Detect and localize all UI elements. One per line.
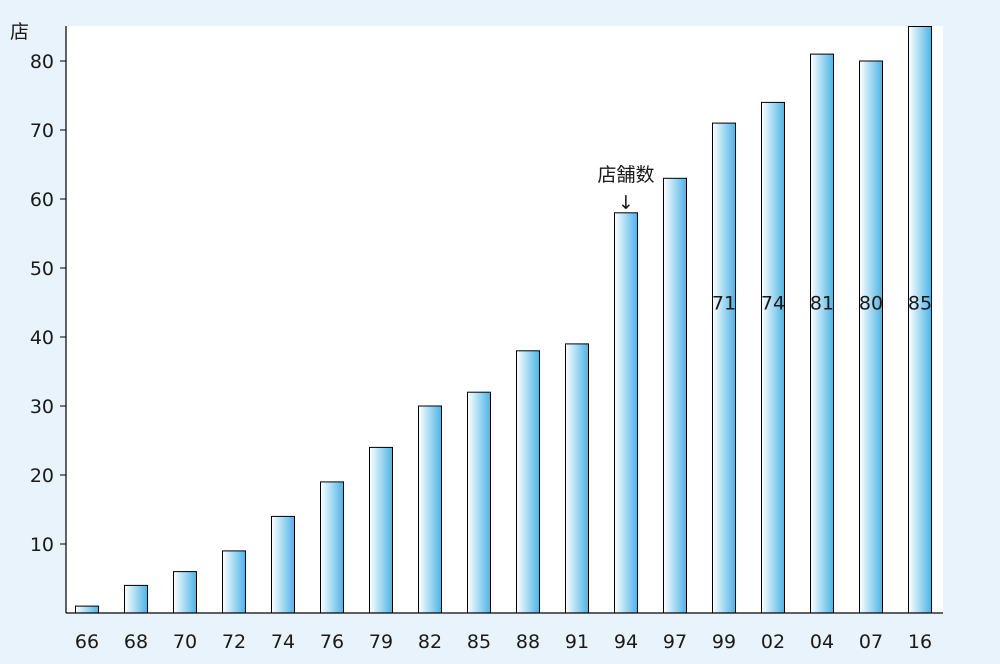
x-tick-label: 91 xyxy=(565,631,589,653)
x-tick-label: 02 xyxy=(761,631,785,653)
x-tick-label: 94 xyxy=(614,631,638,653)
data-label: 74 xyxy=(761,292,785,314)
axes-layer: 10 20 30 40 50 60 70 80 66 68 70 72 74 76 79 82 85 88 91 94… xyxy=(30,26,943,653)
bar xyxy=(614,212,638,614)
x-tick-label: 04 xyxy=(810,631,834,653)
bar xyxy=(222,550,246,614)
bar xyxy=(565,343,589,614)
data-label: 80 xyxy=(859,292,883,314)
x-tick-label: 79 xyxy=(369,631,393,653)
annotation-arrow: ↓ xyxy=(618,192,634,214)
x-tick-label: 99 xyxy=(712,631,736,653)
y-tick-label: 50 xyxy=(30,258,54,280)
data-label: 81 xyxy=(810,292,834,314)
bar xyxy=(810,53,834,614)
x-tick-label: 85 xyxy=(467,631,491,653)
bar xyxy=(712,122,736,614)
bar xyxy=(271,515,295,614)
bar xyxy=(369,446,393,614)
bar xyxy=(663,177,687,614)
y-tick-label: 40 xyxy=(30,327,54,349)
bar xyxy=(859,60,883,614)
x-tick-label: 70 xyxy=(173,631,197,653)
y-tick-label: 80 xyxy=(30,51,54,73)
x-tick-label: 82 xyxy=(418,631,442,653)
x-tick-label: 66 xyxy=(75,631,99,653)
bar xyxy=(173,571,197,614)
bar xyxy=(124,584,148,614)
y-axis-unit-label: 店 xyxy=(10,21,29,43)
annotation: 店舗数 ↓ xyxy=(597,164,654,214)
x-tick-label: 07 xyxy=(859,631,883,653)
x-tick-label: 76 xyxy=(320,631,344,653)
x-tick-label: 72 xyxy=(222,631,246,653)
y-tick-label: 30 xyxy=(30,396,54,418)
x-tick-label: 74 xyxy=(271,631,295,653)
bar xyxy=(516,350,540,614)
x-tick-label: 97 xyxy=(663,631,687,653)
x-tick-label: 88 xyxy=(516,631,540,653)
bar xyxy=(761,101,785,614)
plot-background xyxy=(66,26,943,614)
y-tick-label: 70 xyxy=(30,120,54,142)
bar xyxy=(75,605,99,614)
bar xyxy=(418,405,442,614)
bar xyxy=(320,481,344,614)
data-label: 85 xyxy=(908,292,932,314)
x-tick-label: 68 xyxy=(124,631,148,653)
y-tick-label: 60 xyxy=(30,189,54,211)
bar xyxy=(908,26,932,614)
annotation-label: 店舗数 xyxy=(597,164,654,186)
y-tick-label: 20 xyxy=(30,465,54,487)
x-tick-label: 16 xyxy=(908,631,932,653)
data-label: 71 xyxy=(712,292,736,314)
y-tick-label: 10 xyxy=(30,534,54,556)
bars-layer: 71 74 81 80 85 xyxy=(75,26,932,614)
bar xyxy=(467,391,491,614)
